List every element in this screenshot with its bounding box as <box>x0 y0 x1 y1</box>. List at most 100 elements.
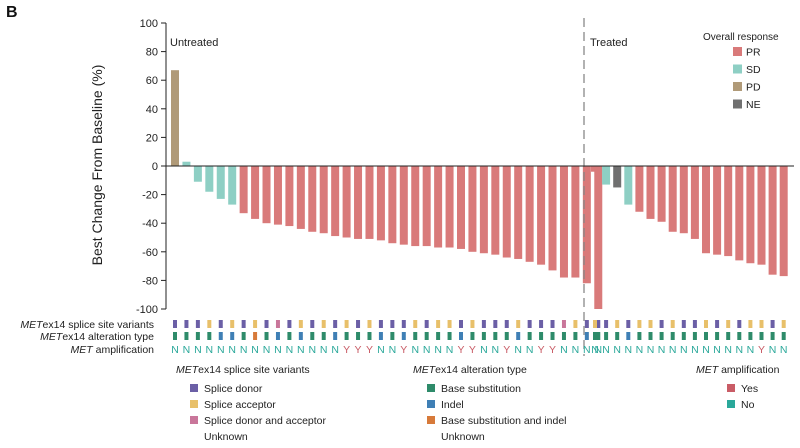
amplification-marker: N <box>514 344 522 356</box>
amplification-marker: Y <box>366 344 373 356</box>
alteration-marker <box>173 332 177 340</box>
bar-untreated-7 <box>239 166 248 214</box>
splice-marker <box>241 320 246 328</box>
alteration-marker <box>436 332 441 340</box>
splice-marker <box>626 320 631 328</box>
bar-untreated-30 <box>502 166 511 258</box>
legend-label-n: No <box>741 399 755 411</box>
alteration-marker <box>692 332 697 340</box>
bar-untreated-26 <box>457 166 465 249</box>
legend-swatch-d <box>190 384 198 392</box>
alteration-marker <box>218 332 223 340</box>
alteration-marker <box>493 332 498 340</box>
alteration-marker <box>648 332 653 340</box>
amplification-marker: N <box>411 344 419 356</box>
amplification-legend-title-text: amplification <box>718 364 779 376</box>
alteration-marker <box>726 332 731 340</box>
track-label-amplification-text: amplification <box>93 344 154 356</box>
alteration-marker <box>356 332 361 340</box>
alteration-marker <box>759 332 764 340</box>
svg-text:METex14 alteration type: METex14 alteration type <box>40 331 154 343</box>
alteration-marker <box>241 332 246 340</box>
bar-untreated-36 <box>571 166 580 278</box>
alteration-marker <box>573 332 578 340</box>
alteration-legend: Base substitution Indel Base substitution … <box>427 383 567 443</box>
svg-text:METex14 splice site variants: METex14 splice site variants <box>20 319 154 331</box>
bar-treated-2 <box>602 166 611 185</box>
alteration-marker <box>333 332 338 340</box>
bar-untreated-29 <box>491 166 500 255</box>
amplification-marker: Y <box>400 344 407 356</box>
alteration-marker <box>561 332 566 340</box>
splice-marker <box>737 320 742 328</box>
splice-marker <box>195 320 200 328</box>
splice-marker <box>593 320 597 328</box>
amplification-marker: Y <box>355 344 362 356</box>
splice-marker <box>459 320 463 328</box>
alteration-marker <box>704 332 708 340</box>
splice-marker <box>516 320 521 328</box>
amplification-marker: N <box>526 344 534 356</box>
amplification-marker: Y <box>469 344 476 356</box>
bar-untreated-22 <box>411 166 420 247</box>
bar-untreated-2 <box>182 161 191 166</box>
legend-label-d: Splice donor <box>204 383 263 395</box>
splice-marker <box>681 320 686 328</box>
alteration-marker <box>748 332 753 340</box>
amplification-marker: N <box>591 344 599 356</box>
y-axis: 100 80 60 40 20 0 -20 -40 -60 -80 -100 <box>136 18 167 316</box>
alteration-marker <box>298 332 303 340</box>
legend-swatch-a <box>190 400 198 408</box>
bar-treated-11 <box>702 166 710 254</box>
alteration-marker <box>195 332 200 340</box>
bar-treated-13 <box>724 166 733 257</box>
legend-label-y: Yes <box>741 383 758 395</box>
track-label-alteration-italic: MET <box>40 331 64 343</box>
amplification-marker: Y <box>538 344 545 356</box>
y-tick-label: -60 <box>142 247 158 259</box>
splice-marker <box>759 320 764 328</box>
amplification-marker: N <box>183 344 191 356</box>
bar-treated-4 <box>624 166 633 205</box>
alteration-marker <box>626 332 631 340</box>
bar-untreated-5 <box>216 166 225 199</box>
alteration-marker <box>670 332 675 340</box>
alteration-legend-title-text: ex14 alteration type <box>435 364 527 376</box>
y-tick-label: -80 <box>142 275 158 287</box>
bar-treated-8 <box>668 166 677 232</box>
legend-label-pd: PD <box>746 82 761 94</box>
splice-marker <box>401 320 406 328</box>
alteration-marker <box>516 332 521 340</box>
splice-marker <box>264 320 269 328</box>
bar-untreated-38 <box>594 166 603 309</box>
splice-legend-title: METex14 splice site variants <box>176 364 310 376</box>
amplification-marker: N <box>434 344 442 356</box>
splice-marker <box>550 320 555 328</box>
splice-marker <box>704 320 708 328</box>
y-tick-label: 40 <box>146 104 158 116</box>
bar-untreated-8 <box>251 166 260 219</box>
amplification-marker: N <box>625 344 633 356</box>
bar-treated-5 <box>635 166 644 212</box>
amplification-marker: N <box>658 344 666 356</box>
splice-marker <box>356 320 361 328</box>
bar-untreated-23 <box>422 166 431 247</box>
bar-untreated-33 <box>537 166 546 265</box>
alteration-marker <box>539 332 544 340</box>
legend-swatch-in <box>427 400 435 408</box>
alteration-marker <box>275 332 280 340</box>
splice-marker <box>253 320 258 328</box>
legend-label-u: Unknown <box>441 431 485 443</box>
alteration-marker <box>413 332 418 340</box>
amplification-legend: Yes No <box>727 383 758 411</box>
bar-treated-17 <box>768 166 777 275</box>
track-label-alteration: METex14 alteration type <box>40 331 154 343</box>
amplification-marker: N <box>446 344 454 356</box>
amplification-legend-title-italic: MET <box>696 364 720 376</box>
legend-swatch-bs <box>427 384 435 392</box>
bar-untreated-16 <box>342 166 351 238</box>
legend-swatch-pr <box>733 47 742 56</box>
legend-swatch-sd <box>733 64 742 74</box>
alteration-marker <box>378 332 383 340</box>
splice-marker <box>447 320 452 328</box>
